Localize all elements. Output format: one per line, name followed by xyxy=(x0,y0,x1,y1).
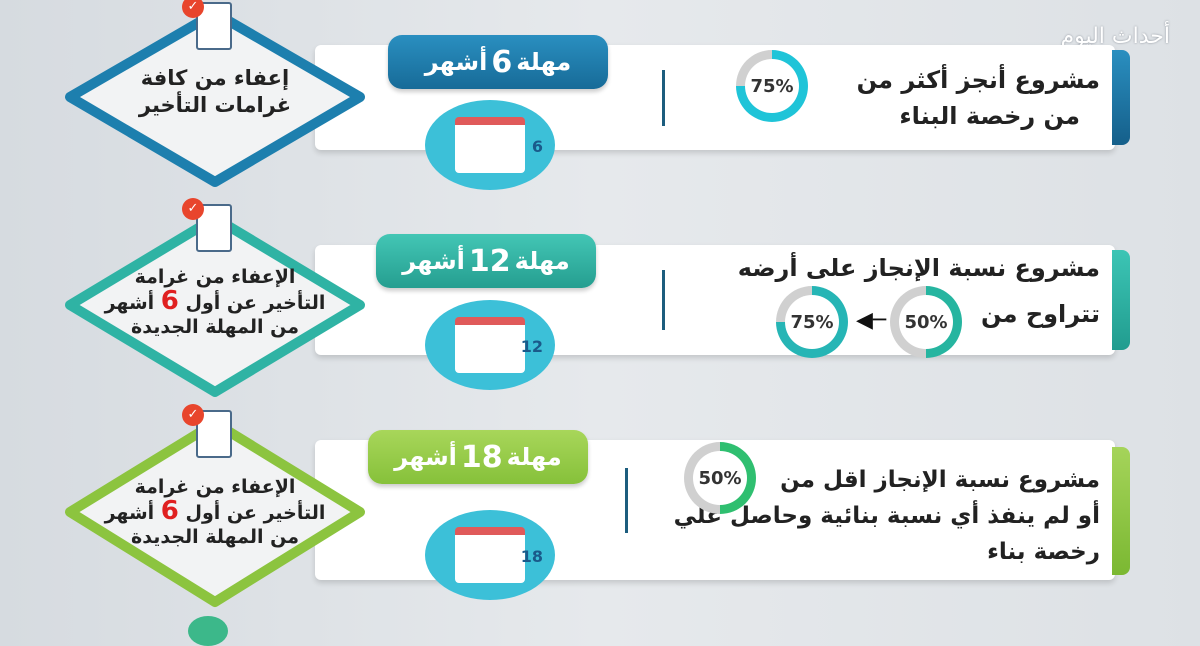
percent-label: 75% xyxy=(785,295,839,349)
check-icon: ✓ xyxy=(182,0,204,18)
card-edge xyxy=(1112,50,1130,145)
benefit-line: من المهلة الجديدة xyxy=(131,316,299,338)
tab-suffix: أشهر xyxy=(424,48,488,76)
calendar-number: 12 xyxy=(520,337,543,356)
condition-text: مشروع نسبة الإنجاز على أرضه تتراوح من xyxy=(738,250,1100,332)
calendar-icon: 18 xyxy=(425,510,555,600)
tab-prefix: مهلة xyxy=(516,48,572,76)
progress-ring-50: 50% xyxy=(890,286,962,358)
benefit-line: غرامات التأخير xyxy=(138,93,292,117)
card-edge xyxy=(1112,447,1130,575)
tab-number: 18 xyxy=(460,439,503,475)
benefit-text: إعفاء من كافة غرامات التأخير xyxy=(100,65,330,119)
benefit-line: الإعفاء من غرامة xyxy=(134,476,296,498)
benefit-diamond xyxy=(65,8,365,187)
separator xyxy=(625,468,628,533)
clipboard-icon xyxy=(196,2,232,50)
arrow-left-icon: ◀─ xyxy=(856,308,887,333)
calendar-icon: 12 xyxy=(425,300,555,390)
separator xyxy=(662,70,665,126)
tab-number: 12 xyxy=(468,243,511,279)
percent-label: 75% xyxy=(745,59,799,113)
separator xyxy=(662,270,665,330)
benefit-line: التأخير عن أول xyxy=(185,292,326,314)
text-line: مشروع أنجز أكثر من xyxy=(856,66,1100,94)
benefit-diamond xyxy=(65,418,365,607)
tab-prefix: مهلة xyxy=(514,247,570,275)
tab-number: 6 xyxy=(491,44,513,80)
check-icon: ✓ xyxy=(182,404,204,426)
tab-12-months: مهلة 12 أشهر xyxy=(376,234,596,288)
benefit-line: الإعفاء من غرامة xyxy=(134,266,296,288)
calendar-number: 18 xyxy=(520,547,543,566)
progress-ring-75: 75% xyxy=(736,50,808,122)
percent-label: 50% xyxy=(899,295,953,349)
benefit-text: الإعفاء من غرامة التأخير عن أول 6 أشهر من … xyxy=(100,475,330,549)
benefit-line: أشهر xyxy=(104,502,155,524)
tab-18-months: مهلة 18 أشهر xyxy=(368,430,588,484)
progress-ring-75: 75% xyxy=(776,286,848,358)
percent-label: 50% xyxy=(693,451,747,505)
text-line: من رخصة البناء xyxy=(899,102,1080,130)
benefit-diamond xyxy=(65,213,365,397)
card-edge xyxy=(1112,250,1130,350)
benefit-line: إعفاء من كافة xyxy=(140,66,290,90)
tab-prefix: مهلة xyxy=(506,443,562,471)
text-line: مشروع نسبة الإنجاز اقل من xyxy=(780,467,1100,493)
tab-suffix: أشهر xyxy=(394,443,457,471)
tab-6-months: مهلة 6 أشهر xyxy=(388,35,608,89)
benefit-number: 6 xyxy=(160,286,179,316)
check-icon: ✓ xyxy=(182,198,204,220)
watermark: أحداث اليوم xyxy=(1060,24,1170,49)
next-marker xyxy=(188,616,228,646)
tab-suffix: أشهر xyxy=(402,247,465,275)
benefit-number: 6 xyxy=(160,496,179,526)
calendar-icon: 6 xyxy=(425,100,555,190)
condition-text: مشروع نسبة الإنجاز اقل من أو لم ينفذ أي ن… xyxy=(674,462,1100,570)
progress-ring-50: 50% xyxy=(684,442,756,514)
benefit-line: أشهر xyxy=(104,292,155,314)
condition-text: مشروع أنجز أكثر من من رخصة البناء xyxy=(857,62,1100,134)
benefit-line: من المهلة الجديدة xyxy=(131,526,299,548)
text-line: رخصة بناء xyxy=(987,539,1100,565)
clipboard-icon xyxy=(196,410,232,458)
text-line: تتراوح من xyxy=(981,300,1100,328)
text-line: مشروع نسبة الإنجاز على أرضه xyxy=(737,254,1100,282)
benefit-line: التأخير عن أول xyxy=(185,502,326,524)
calendar-number: 6 xyxy=(531,137,543,156)
benefit-text: الإعفاء من غرامة التأخير عن أول 6 أشهر من … xyxy=(100,265,330,339)
text-line: أو لم ينفذ أي نسبة بنائية وحاصل علي xyxy=(673,503,1100,529)
